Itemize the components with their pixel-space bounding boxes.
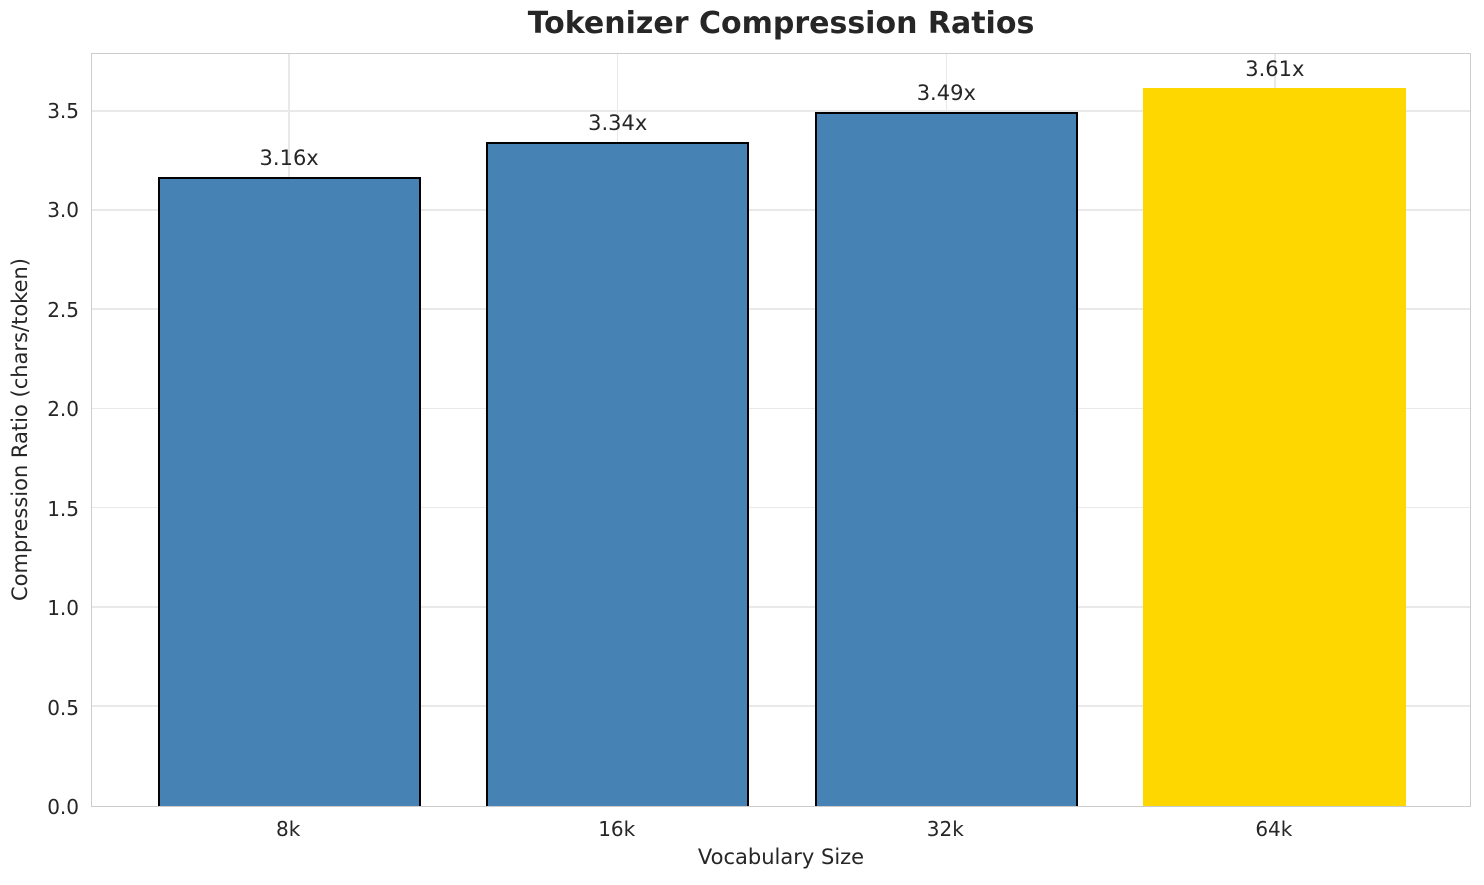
y-tick-label: 2.0: [47, 397, 79, 422]
y-tick-label: 1.0: [47, 596, 79, 621]
bar-value-label-16k: 3.34x: [588, 110, 648, 135]
bar-value-label-64k: 3.61x: [1245, 56, 1305, 81]
x-tick-label-32k: 32k: [926, 817, 964, 841]
x-tick-label-8k: 8k: [275, 817, 301, 841]
bar-value-label-32k: 3.49x: [916, 80, 976, 105]
y-axis-label: Compression Ratio (chars/token): [8, 53, 32, 807]
bar-32k: [814, 111, 1078, 806]
y-tick-label: 1.5: [47, 496, 79, 521]
bar-value-label-8k: 3.16x: [259, 146, 319, 171]
gridline-horizontal: [92, 407, 1470, 410]
gridline-horizontal: [92, 705, 1470, 707]
y-tick-label: 3.5: [47, 98, 79, 123]
x-tick-label-64k: 64k: [1255, 817, 1293, 841]
y-tick-label: 0.5: [47, 695, 79, 720]
y-tick-label: 0.0: [47, 795, 79, 819]
gridline-horizontal: [92, 506, 1470, 509]
plot-area: 3.16x 3.34x 3.49x 3.61x: [91, 53, 1471, 807]
gridline-horizontal: [92, 308, 1470, 310]
chart-title: Tokenizer Compression Ratios: [527, 6, 1035, 41]
y-tick-label: 3.0: [47, 198, 79, 223]
bar-8k: [157, 177, 421, 806]
bars-layer: 3.16x 3.34x 3.49x 3.61x: [92, 54, 1470, 806]
gridline-horizontal: [92, 110, 1470, 112]
x-tick-label-16k: 16k: [598, 817, 636, 841]
y-axis-label-text: Compression Ratio (chars/token): [8, 258, 32, 602]
x-axis-label: Vocabulary Size: [697, 845, 865, 869]
bar-16k: [486, 141, 750, 806]
gridline-horizontal: [92, 209, 1470, 211]
gridline-horizontal: [92, 606, 1470, 608]
bar-64k: [1143, 87, 1407, 806]
y-tick-label: 2.5: [47, 297, 79, 322]
